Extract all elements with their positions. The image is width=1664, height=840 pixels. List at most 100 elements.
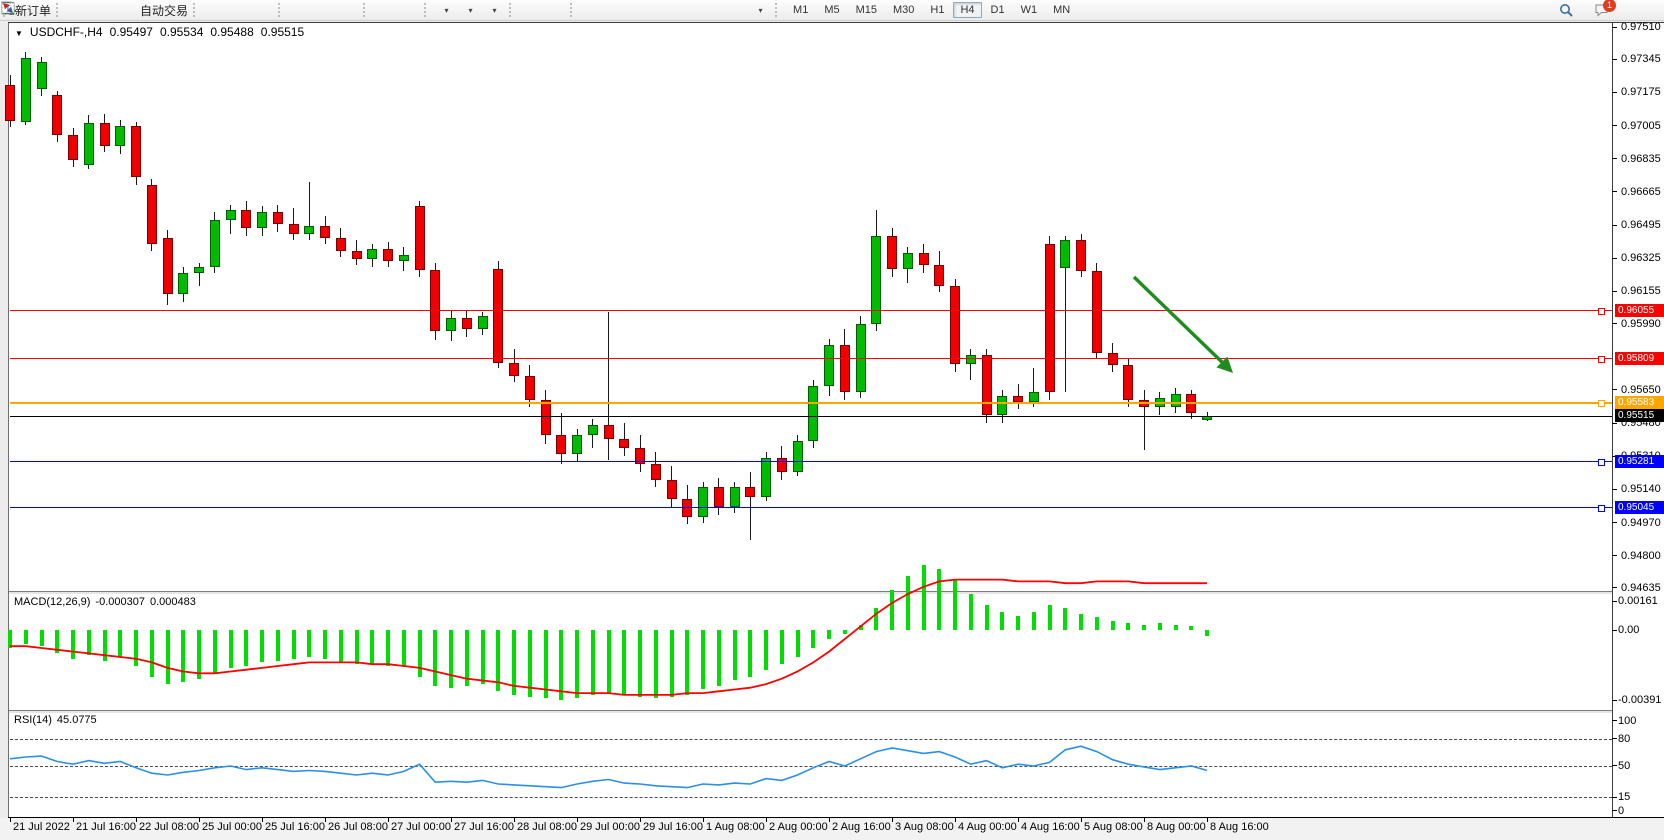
chart-top-border (8, 22, 1664, 23)
vertical-line-button[interactable] (580, 1, 604, 19)
time-tick (325, 818, 326, 822)
timeframe-button-h1[interactable]: H1 (923, 2, 951, 18)
toolbar-group-handle[interactable] (775, 3, 781, 17)
price-level-marker[interactable] (1598, 459, 1605, 466)
toolbar-group-handle[interactable] (570, 3, 576, 17)
dropdown-caret-icon[interactable]: ▾ (469, 6, 473, 15)
price-level-tag: 0.95583 (1615, 396, 1664, 409)
notifications-button[interactable]: 1 (1594, 2, 1618, 20)
history-button[interactable] (66, 1, 90, 19)
toolbar-group-handle[interactable] (56, 3, 62, 17)
candle (52, 95, 62, 134)
candle (493, 269, 503, 363)
macd-histogram-bar (937, 569, 941, 630)
candle (478, 316, 488, 330)
label-button[interactable]: T (724, 1, 748, 19)
rsi-value: 45.0775 (57, 714, 97, 726)
macd-histogram-bar (701, 630, 705, 689)
timeframe-button-w1[interactable]: W1 (1014, 2, 1045, 18)
dropdown-caret-icon[interactable]: ▾ (759, 6, 763, 15)
macd-tick-label: -0.00391 (1618, 694, 1661, 706)
macd-histogram-bar (544, 630, 548, 698)
signals-button[interactable] (114, 1, 138, 19)
price-level-line[interactable] (10, 416, 1612, 417)
price-level-marker[interactable] (1598, 308, 1605, 315)
timeframe-button-mn[interactable]: MN (1046, 2, 1077, 18)
toolbar-group-handle[interactable] (3, 3, 9, 17)
candle (1076, 240, 1086, 271)
macd-histogram-bar (386, 630, 390, 666)
price-level-line[interactable] (10, 358, 1612, 359)
candle (178, 273, 188, 294)
text-button[interactable]: A (700, 1, 724, 19)
timeframe-button-m30[interactable]: M30 (886, 2, 921, 18)
new-order-button[interactable]: 新订单 (13, 1, 53, 19)
candle (367, 249, 377, 259)
zoom-in-button[interactable] (288, 1, 312, 19)
price-level-marker[interactable] (1598, 356, 1605, 363)
timeframe-button-m15[interactable]: M15 (849, 2, 884, 18)
tile-windows-button[interactable] (336, 1, 360, 19)
main-chart-panel[interactable] (9, 22, 1612, 591)
autotrade-label: 自动交易 (140, 2, 188, 19)
price-level-line[interactable] (10, 507, 1612, 508)
templates-button[interactable]: ▾ (482, 1, 506, 19)
macd-histogram-bar (1111, 621, 1115, 630)
toolbar-group-handle[interactable] (278, 3, 284, 17)
price-tick-label: 0.94970 (1621, 517, 1661, 529)
search-button[interactable] (1558, 2, 1582, 20)
timeframe-button-m1[interactable]: M1 (786, 2, 815, 18)
toolbar-group-handle[interactable] (193, 3, 199, 17)
trendline-button[interactable] (628, 1, 652, 19)
line-chart-button[interactable] (251, 1, 275, 19)
indicators-button[interactable]: ▾ (434, 1, 458, 19)
candle (399, 255, 409, 261)
autotrade-button[interactable]: 自动交易 (138, 1, 190, 19)
price-level-line[interactable] (10, 402, 1612, 404)
time-tick (829, 818, 830, 822)
price-axis-border (1612, 22, 1613, 817)
channel-button[interactable]: E (652, 1, 676, 19)
macd-histogram-bar (87, 630, 91, 655)
time-tick (955, 818, 956, 822)
rsi-tick-label: 0 (1618, 805, 1624, 817)
crosshair-button[interactable] (543, 1, 567, 19)
toolbar-group-handle[interactable] (424, 3, 430, 17)
arrows-button[interactable]: ▾ (748, 1, 772, 19)
dropdown-caret-icon[interactable]: ▾ (493, 6, 497, 15)
new-order-label: 新订单 (15, 2, 51, 19)
time-tick (199, 818, 200, 822)
price-level-marker[interactable] (1598, 400, 1605, 407)
horizontal-line-button[interactable] (604, 1, 628, 19)
rsi-label: RSI(14)45.0775 (14, 714, 102, 726)
chart-shift-button[interactable] (397, 1, 421, 19)
price-tick (1612, 389, 1617, 390)
toolbar-group-handle[interactable] (509, 3, 515, 17)
price-level-line[interactable] (10, 310, 1612, 311)
time-tick-label: 29 Jul 16:00 (643, 821, 703, 833)
macd-panel[interactable] (9, 594, 1612, 710)
candle (950, 286, 960, 364)
candle (415, 206, 425, 271)
profile-button[interactable] (90, 1, 114, 19)
rsi-tick (1612, 797, 1617, 798)
dropdown-caret-icon[interactable]: ▾ (445, 6, 449, 15)
price-level-line[interactable] (10, 461, 1612, 462)
zoom-out-button[interactable] (312, 1, 336, 19)
timeframe-button-h4[interactable]: H4 (953, 2, 981, 18)
toolbar-group-handle[interactable] (363, 3, 369, 17)
fibonacci-button[interactable]: F (676, 1, 700, 19)
candlestick-chart-button[interactable] (227, 1, 251, 19)
auto-scroll-button[interactable] (373, 1, 397, 19)
bar-chart-button[interactable] (203, 1, 227, 19)
chart-menu-icon[interactable]: ▼ (15, 29, 23, 38)
periods-button[interactable]: ▾ (458, 1, 482, 19)
candle (824, 345, 834, 386)
price-level-marker[interactable] (1598, 505, 1605, 512)
window-left-border (8, 22, 9, 818)
candle (21, 58, 31, 122)
candle-wick (970, 349, 971, 380)
timeframe-button-d1[interactable]: D1 (984, 2, 1012, 18)
cursor-button[interactable] (519, 1, 543, 19)
timeframe-button-m5[interactable]: M5 (817, 2, 846, 18)
